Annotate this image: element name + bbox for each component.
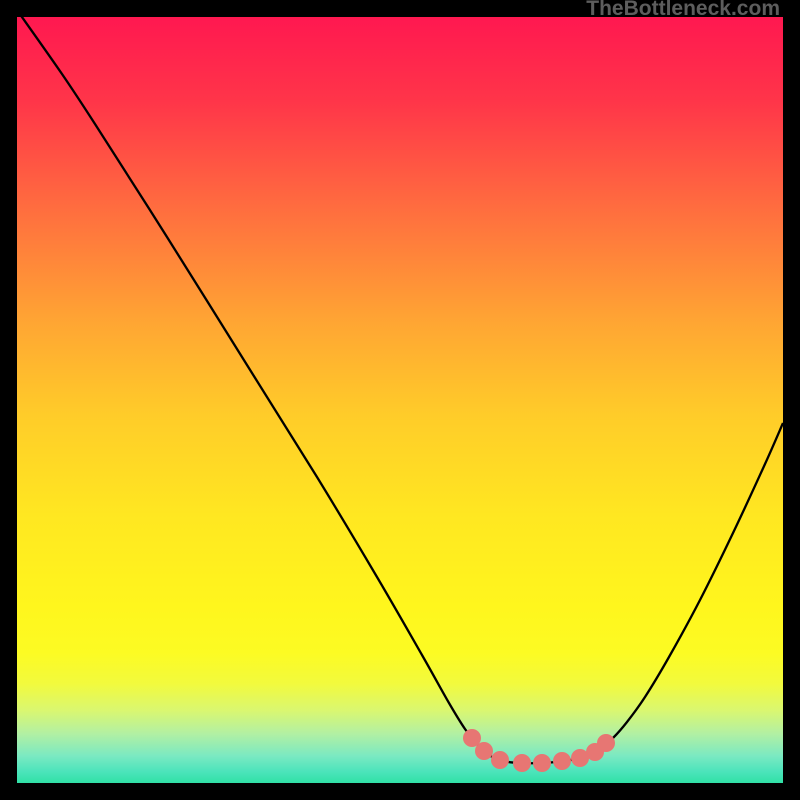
optimal-zone-markers: [463, 729, 615, 772]
marker-dot: [475, 742, 493, 760]
watermark-text: TheBottleneck.com: [586, 0, 780, 21]
marker-dot: [533, 754, 551, 772]
chart-curve: [17, 17, 783, 783]
marker-dot: [597, 734, 615, 752]
marker-dot: [513, 754, 531, 772]
marker-dot: [491, 751, 509, 769]
chart-frame: [17, 17, 783, 783]
marker-dot: [553, 752, 571, 770]
